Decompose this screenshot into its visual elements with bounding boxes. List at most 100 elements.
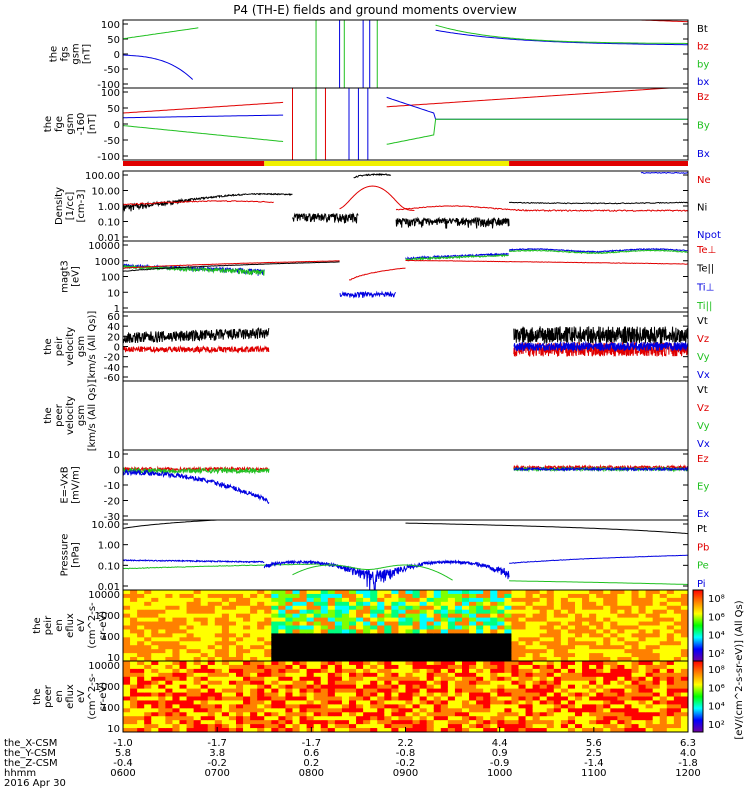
heatmap-cell (398, 601, 406, 607)
heatmap-cell (313, 637, 322, 642)
heatmap-cell (525, 668, 534, 674)
heatmap-cell (228, 621, 237, 626)
heatmap-cell (384, 664, 392, 670)
heatmap-cell (349, 653, 357, 658)
heatmap-cell (186, 672, 195, 678)
heatmap-cell (370, 680, 378, 686)
heatmap-cell (511, 641, 519, 646)
heatmap-cell (638, 716, 647, 721)
heatmap-cell (271, 720, 279, 725)
heatmap-cell (370, 664, 378, 670)
heatmap-cell (250, 664, 258, 670)
heatmap-cell (638, 590, 647, 595)
heatmap-cell (151, 617, 159, 623)
heatmap-cell (673, 712, 682, 717)
heatmap-cell (285, 688, 293, 694)
heatmap-cell (341, 668, 350, 674)
heatmap-cell (433, 590, 442, 595)
heatmap-cell (151, 696, 159, 701)
heatmap-cell (518, 676, 527, 682)
heatmap-cell (384, 633, 392, 638)
heatmap-cell (356, 676, 364, 682)
heatmap-cell (525, 676, 534, 682)
heatmap-cell (186, 657, 195, 661)
heatmap-cell (334, 590, 343, 595)
heatmap-cell (313, 661, 322, 666)
heatmap-cell (214, 664, 223, 670)
heatmap-cell (553, 633, 562, 638)
legend-Ti||: Ti|| (696, 301, 712, 312)
heatmap-cell (193, 653, 202, 658)
heatmap-cell (130, 629, 138, 634)
heatmap-cell (631, 712, 640, 717)
heatmap-cell (673, 597, 682, 603)
heatmap-cell (327, 633, 336, 638)
heatmap-cell (228, 625, 237, 630)
heatmap-cell (666, 720, 675, 725)
heatmap-cell (398, 653, 406, 658)
heatmap-cell (363, 661, 371, 666)
heatmap-cell (193, 597, 202, 603)
heatmap-cell (567, 716, 576, 721)
heatmap-cell (567, 661, 576, 666)
heatmap-cell (617, 601, 625, 607)
heatmap-cell (440, 724, 449, 729)
heatmap-cell (525, 597, 534, 603)
heatmap-cell (447, 728, 456, 732)
heatmap-cell (589, 609, 597, 615)
heatmap-cell (243, 590, 251, 595)
heatmap-cell (617, 617, 625, 623)
heatmap-cell (673, 664, 682, 670)
heatmap-cell (186, 633, 195, 638)
heatmap-cell (575, 609, 583, 615)
heatmap-cell (158, 649, 166, 654)
heatmap-cell (370, 641, 378, 646)
heatmap-cell (539, 700, 548, 705)
heatmap-cell (469, 625, 477, 630)
heatmap-cell (546, 676, 555, 682)
y-tick-label: -50 (104, 65, 120, 76)
heatmap-cell (278, 625, 286, 630)
heatmap-cell (659, 597, 668, 603)
heatmap-cell (165, 649, 173, 654)
heatmap-cell (426, 712, 435, 717)
heatmap-cell (546, 704, 555, 709)
heatmap-cell (567, 704, 576, 709)
heatmap-cell (384, 661, 392, 666)
panel-density: Density [1/cc] [cm-3]100.0010.001.000.100.… (54, 170, 721, 244)
heatmap-cell (306, 629, 315, 634)
heatmap-cell (532, 688, 541, 694)
heatmap-cell (214, 605, 223, 611)
heatmap-cell (137, 637, 145, 642)
heatmap-cell (504, 700, 512, 705)
heatmap-cell (659, 724, 668, 729)
heatmap-cell (546, 605, 555, 611)
heatmap-cell (398, 664, 406, 670)
heatmap-cell (151, 668, 159, 674)
heatmap-cell (476, 692, 484, 697)
heatmap-cell (433, 613, 442, 619)
heatmap-cell (476, 668, 484, 674)
heatmap-cell (659, 708, 668, 713)
heatmap-cell (539, 597, 548, 603)
heatmap-cell (497, 649, 505, 654)
heatmap-cell (589, 668, 597, 674)
heatmap-cell (264, 716, 272, 721)
heatmap-cell (228, 613, 237, 619)
heatmap-cell (638, 617, 647, 623)
heatmap-cell (497, 593, 505, 599)
heatmap-cell (257, 680, 265, 686)
heatmap-cell (158, 720, 166, 725)
heatmap-cell (271, 641, 279, 646)
heatmap-cell (567, 700, 576, 705)
heatmap-cell (638, 708, 647, 713)
heatmap-cell (525, 617, 534, 623)
heatmap-cell (412, 637, 421, 642)
heatmap-cell (582, 728, 590, 732)
heatmap-cell (603, 708, 611, 713)
heatmap-cell (447, 629, 456, 634)
heatmap-cell (327, 728, 336, 732)
heatmap-cell (327, 696, 336, 701)
series-bx (123, 54, 194, 80)
heatmap-cell (490, 641, 498, 646)
